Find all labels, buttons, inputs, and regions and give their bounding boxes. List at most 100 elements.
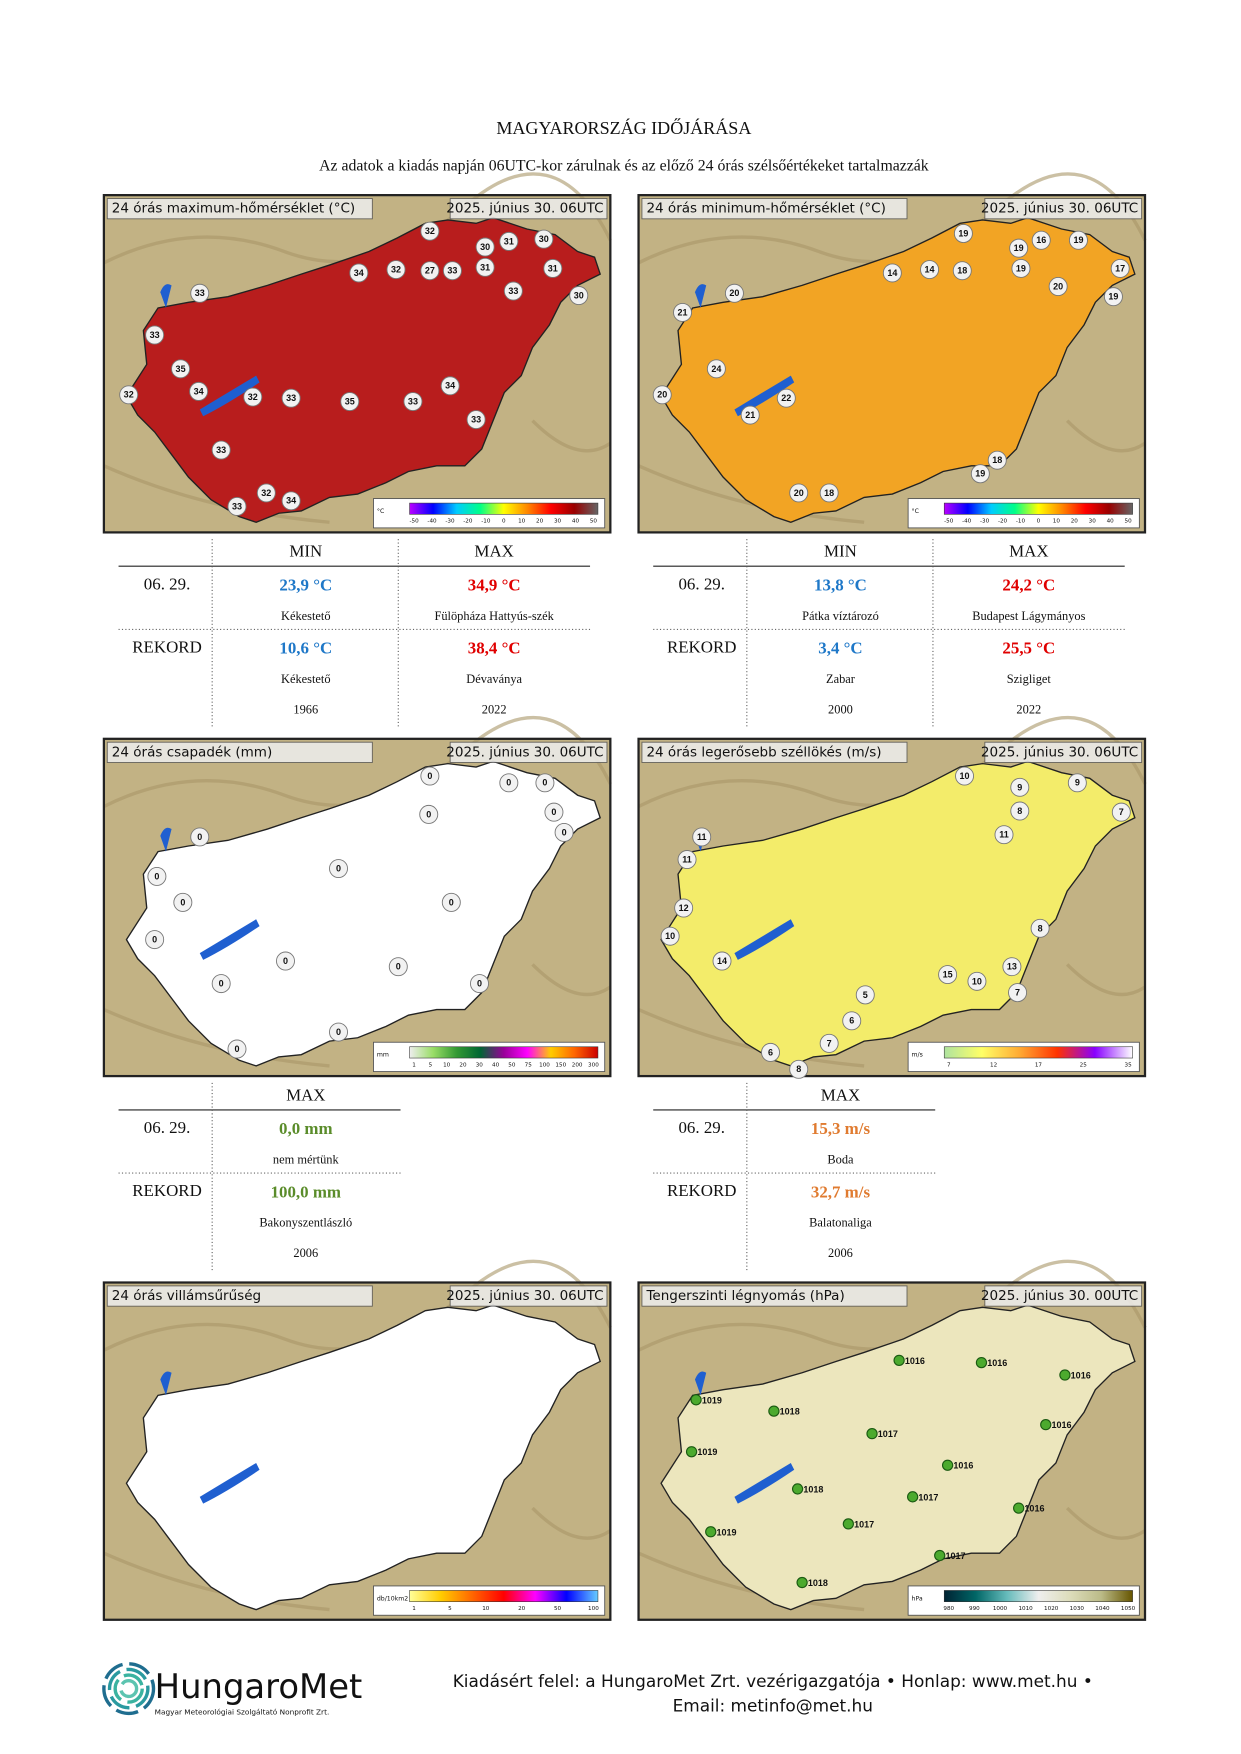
colorbar-tick-label: 35 [1125,1062,1133,1068]
colorbar-tick-label: 10 [482,1606,490,1612]
colorbar-tick-label: 50 [590,519,598,525]
colorbar-tick-label: 75 [525,1062,533,1068]
station-marker [388,957,408,977]
station-marker [1048,277,1068,296]
station-marker [145,930,165,950]
colorbar-tick-label: 1000 [993,1606,1008,1612]
station-value: 0 [506,778,511,788]
station-marker [543,258,563,278]
station-value: 7 [827,1038,832,1048]
cell-value: 15,3 m/s [811,1119,871,1138]
station-value: 0 [197,832,202,842]
row-label: REKORD [667,637,737,656]
panel-title: Tengerszinti légnyomás (hPa) [645,1288,844,1304]
station-marker [1030,918,1050,938]
colorbar-unit: m/s [912,1052,923,1059]
station-dot [768,1405,780,1417]
station-marker [534,229,554,249]
station-value: 20 [729,288,739,298]
station-dot [685,1446,698,1458]
colorbar [943,502,1133,515]
station-value: 11 [999,830,1009,840]
date-box [449,198,608,220]
colorbar-tick-label: 5 [448,1606,452,1612]
station-value: 18 [824,488,834,498]
logo [102,1662,156,1716]
station-value: 0 [219,979,224,989]
station-value: 27 [425,266,435,276]
colorbar-tick-label: 5 [429,1062,433,1068]
colorbar-tick-label: -50 [944,519,954,525]
table-header: MIN [824,542,857,561]
isobar-label: 1016 [1052,1420,1072,1430]
row-label: REKORD [132,1181,202,1200]
footer-line: Kiadásért felel: a HungaroMet Zrt. vezér… [453,1671,1093,1691]
station-marker [842,1011,862,1031]
station-value: 30 [574,290,584,300]
station-marker [256,483,276,503]
station-value: 0 [542,778,547,788]
station-value: 0 [396,962,401,972]
cell-place: Budapest Lágymányos [972,609,1085,623]
station-marker [987,450,1007,470]
cell-year: 2006 [293,1246,318,1260]
station-marker [499,773,519,793]
cell-value: 100,0 mm [271,1182,341,1201]
colorbar-tick-label: 1030 [1070,1606,1085,1612]
station-marker [819,1033,839,1053]
cell-place: Kékestető [281,609,331,623]
colorbar-tick-label: 30 [476,1062,484,1068]
station-value: 33 [408,396,418,406]
row-label: 06. 29. [678,1118,725,1137]
stats-table: MIN MAX 06. 29. 23,9 °C Kékestető 34,9 °C Fülö… [118,539,591,728]
station-value: 34 [286,496,296,506]
station-marker [1008,983,1028,1003]
cell-value: 13,8 °C [814,575,867,594]
station-marker [952,261,972,281]
colorbar-tick-label: 0 [1037,519,1041,525]
lake-ferto [694,284,707,308]
station-value: 21 [678,307,688,317]
station-value: 8 [796,1064,801,1074]
station-value: 33 [471,415,481,425]
cell-place: Dévaványa [466,672,522,686]
station-marker [1068,230,1088,250]
colorbar-unit: hPa [912,1595,923,1602]
station-marker [1111,802,1131,822]
station-marker [776,388,796,408]
cell-place: nem mértünk [273,1153,340,1167]
station-marker [340,392,360,412]
station-marker [970,464,990,484]
map-panel: 24 órás csapadék (mm) 2025. június 30. 06… [102,715,612,1078]
isobar-label: 1019 [716,1527,736,1537]
station-marker [420,766,440,786]
isobar-label: 1019 [697,1447,717,1457]
station-marker [819,483,839,503]
colorbar-tick-label: -50 [409,519,419,525]
colorbar-tick-label: 10 [1053,519,1061,525]
station-value: 20 [657,390,667,400]
station-value: 0 [283,956,288,966]
station-marker [475,237,495,257]
station-value: 14 [925,265,935,275]
frame [637,1281,1147,1621]
page-title: MAGYARORSZÁG IDŐJÁRÁSA [496,117,751,138]
station-marker [441,892,461,912]
cell-place: Zabar [826,672,856,686]
cell-value: 34,9 °C [468,575,521,594]
lake-balaton [734,919,795,960]
panel-title: 24 órás minimum-hőmérséklet (°C) [646,201,885,217]
station-marker [329,859,348,879]
colorbar-tick-label: 1020 [1044,1606,1059,1612]
station-value: 13 [1007,962,1017,972]
station-marker [953,224,973,243]
station-value: 31 [548,263,558,273]
station-value: 33 [195,288,205,298]
table-header: MAX [821,1085,860,1104]
lake-balaton [199,1462,260,1504]
colorbar-unit: db/10km2 [377,1595,408,1602]
title-box [106,1285,373,1307]
colorbar-tick-label: 25 [1080,1062,1088,1068]
cell-value: 3,4 °C [818,639,862,658]
station-dot [934,1549,946,1562]
